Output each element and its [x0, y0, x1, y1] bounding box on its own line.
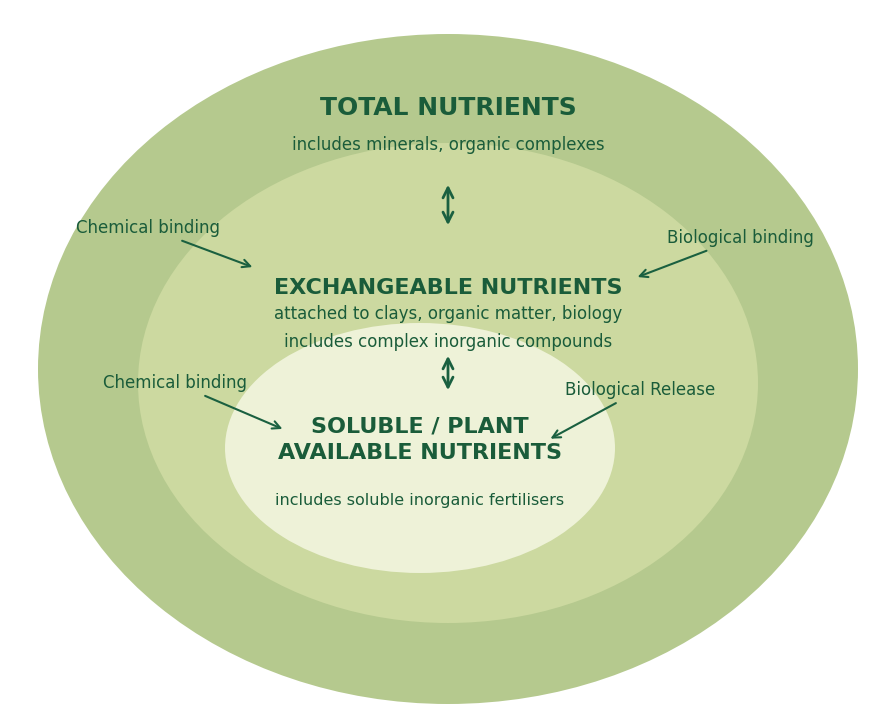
- Text: TOTAL NUTRIENTS: TOTAL NUTRIENTS: [320, 96, 576, 120]
- Ellipse shape: [225, 323, 615, 573]
- Text: Biological binding: Biological binding: [640, 229, 814, 277]
- Text: EXCHANGEABLE NUTRIENTS: EXCHANGEABLE NUTRIENTS: [274, 278, 622, 298]
- Text: Chemical binding: Chemical binding: [103, 374, 280, 429]
- Text: includes minerals, organic complexes: includes minerals, organic complexes: [292, 136, 604, 154]
- Text: Chemical binding: Chemical binding: [76, 219, 250, 267]
- Ellipse shape: [138, 143, 758, 623]
- Text: attached to clays, organic matter, biology
includes complex inorganic compounds: attached to clays, organic matter, biolo…: [274, 305, 622, 351]
- Text: Biological Release: Biological Release: [553, 381, 715, 437]
- Text: includes soluble inorganic fertilisers: includes soluble inorganic fertilisers: [275, 493, 564, 508]
- Text: SOLUBLE / PLANT
AVAILABLE NUTRIENTS: SOLUBLE / PLANT AVAILABLE NUTRIENTS: [278, 417, 562, 463]
- Ellipse shape: [38, 34, 858, 704]
